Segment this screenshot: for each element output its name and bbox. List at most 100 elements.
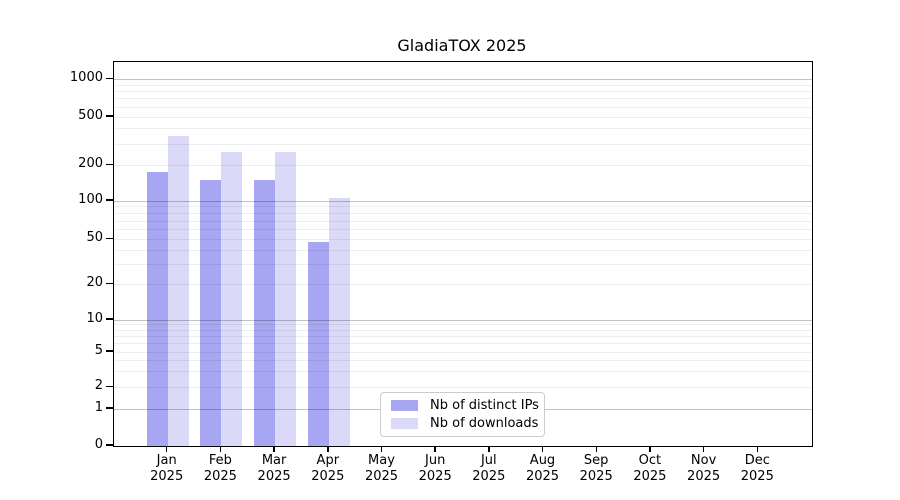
x-tick-label-dec: Dec 2025 (717, 453, 797, 485)
month-label: Oct (638, 453, 662, 468)
minor-gridline (114, 106, 812, 108)
bar-feb-distinct-ips (200, 179, 222, 446)
x-tick-label-sep: Sep 2025 (556, 453, 636, 485)
x-tick-mark (756, 446, 759, 452)
month-label: Feb (208, 453, 232, 468)
x-tick-label-jun: Jun 2025 (395, 453, 475, 485)
minor-gridline (114, 239, 812, 241)
major-gridline-100 (114, 200, 812, 202)
y-tick-mark (106, 444, 113, 446)
x-tick-mark (595, 446, 597, 452)
y-tick-label: 500 (78, 107, 103, 123)
y-tick-mark (106, 385, 113, 387)
minor-gridline (114, 91, 812, 93)
month-label: Sep (583, 453, 609, 468)
x-tick-mark (380, 446, 383, 452)
x-tick-mark (702, 446, 705, 452)
bar-apr-downloads (328, 198, 350, 446)
minor-gridline (114, 360, 812, 362)
y-tick-mark (106, 77, 113, 79)
y-tick-label: 10 (86, 310, 103, 326)
y-tick-label: 20 (86, 275, 103, 291)
year-label: 2025 (579, 469, 613, 484)
year-label: 2025 (311, 469, 345, 484)
minor-gridline (114, 165, 812, 167)
month-label: Jul (480, 453, 497, 468)
legend-label: Nb of downloads (430, 416, 539, 431)
y-tick-label: 200 (78, 156, 103, 172)
month-label: Jan (156, 453, 177, 468)
year-label: 2025 (472, 469, 506, 484)
bar-jan-downloads (167, 135, 189, 446)
month-label: Jun (425, 453, 446, 468)
legend-item: Nb of distinct IPs (391, 398, 539, 413)
minor-gridline (114, 229, 812, 231)
minor-gridline (114, 329, 812, 331)
chart-title: GladiaTOX 2025 (397, 36, 527, 55)
minor-gridline (114, 213, 812, 214)
legend-swatch-icon (391, 418, 418, 429)
y-tick-mark (106, 163, 113, 166)
bar-jan-distinct-ips (146, 172, 168, 446)
legend-label: Nb of distinct IPs (430, 398, 539, 413)
x-tick-mark (165, 446, 168, 452)
x-tick-mark (273, 446, 275, 452)
month-label: Nov (690, 453, 717, 468)
x-tick-mark (649, 446, 651, 452)
month-label: May (368, 453, 395, 468)
x-tick-label-feb: Feb 2025 (180, 453, 260, 485)
plot-area (113, 61, 813, 447)
y-tick-mark (106, 237, 113, 240)
bar-mar-downloads (275, 152, 297, 446)
y-tick-label: 50 (86, 230, 103, 246)
minor-gridline (114, 343, 812, 345)
bar-mar-distinct-ips (254, 179, 276, 446)
bar-apr-distinct-ips (307, 242, 329, 446)
legend-swatch-icon (391, 400, 418, 411)
year-label: 2025 (633, 469, 667, 484)
bar-feb-downloads (221, 152, 243, 446)
y-tick-label: 5 (94, 342, 103, 358)
minor-gridline (114, 128, 812, 130)
minor-gridline (114, 98, 812, 100)
year-label: 2025 (150, 469, 184, 484)
x-tick-label-mar: Mar 2025 (234, 453, 314, 485)
minor-gridline (114, 371, 812, 373)
minor-gridline (114, 116, 812, 118)
y-tick-label: 100 (78, 191, 103, 207)
y-tick-mark (106, 115, 113, 117)
y-tick-mark (106, 199, 113, 201)
y-tick-label: 0 (94, 436, 103, 452)
month-label: Aug (529, 453, 556, 468)
year-label: 2025 (257, 469, 291, 484)
year-label: 2025 (418, 469, 452, 484)
x-tick-label-jan: Jan 2025 (127, 453, 207, 485)
minor-gridline (114, 336, 812, 338)
x-tick-label-jul: Jul 2025 (449, 453, 529, 485)
x-tick-label-oct: Oct 2025 (610, 453, 690, 485)
minor-gridline (114, 284, 812, 286)
minor-gridline (114, 206, 812, 208)
month-label: Apr (316, 453, 340, 468)
y-tick-mark (106, 407, 113, 409)
y-tick-mark (106, 282, 113, 285)
y-tick-mark (106, 318, 113, 320)
y-tick-label: 2 (94, 378, 103, 393)
x-tick-label-aug: Aug 2025 (503, 453, 583, 485)
year-label: 2025 (525, 469, 560, 484)
year-label: 2025 (364, 469, 399, 484)
x-tick-mark (488, 446, 490, 452)
x-tick-label-apr: Apr 2025 (288, 453, 368, 485)
month-label: Dec (744, 453, 770, 468)
month-label: Mar (261, 453, 287, 468)
minor-gridline (114, 264, 812, 266)
y-tick-label: 1000 (69, 70, 103, 85)
y-tick-mark (106, 350, 113, 352)
major-gridline-1000 (114, 79, 812, 80)
x-tick-mark (434, 446, 436, 452)
year-label: 2025 (203, 469, 237, 484)
minor-gridline (114, 220, 812, 222)
minor-gridline (114, 324, 812, 326)
legend-item: Nb of downloads (391, 416, 539, 431)
